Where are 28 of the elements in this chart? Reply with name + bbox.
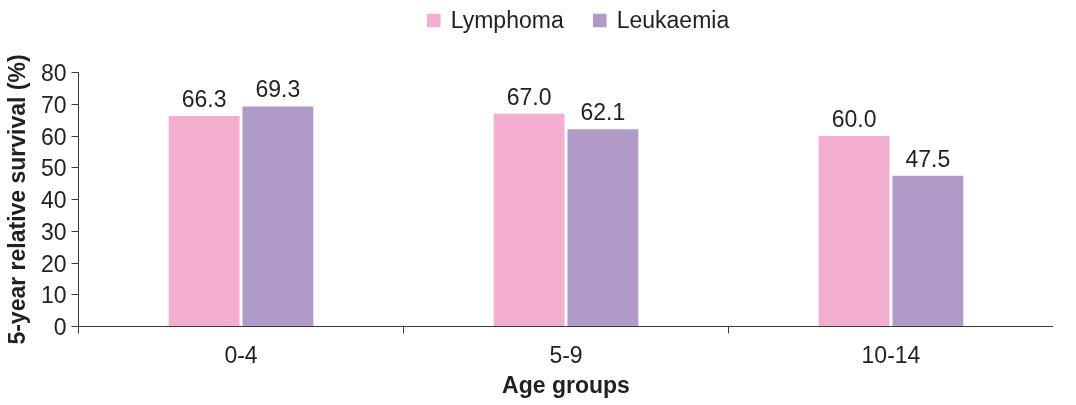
data-label: 62.1 xyxy=(580,99,626,126)
x-tick-label: 0-4 xyxy=(224,341,258,368)
data-label: 47.5 xyxy=(905,145,951,172)
legend-label: Lymphoma xyxy=(450,6,564,34)
data-label: 66.3 xyxy=(181,86,227,112)
x-axis-title: Age groups xyxy=(502,371,630,398)
bar xyxy=(242,106,314,327)
y-tick-label: 20 xyxy=(40,250,67,277)
data-label: 60.0 xyxy=(831,106,877,132)
y-tick-label: 50 xyxy=(40,155,67,182)
x-tick-label: 10-14 xyxy=(861,341,921,368)
y-tick-label: 0 xyxy=(53,314,67,340)
y-tick-label: 40 xyxy=(40,187,67,213)
y-axis-title: 5-year relative survival (%) xyxy=(3,54,30,345)
y-tick-label: 10 xyxy=(40,282,67,309)
y-tick-label: 60 xyxy=(40,123,67,150)
data-label: 69.3 xyxy=(255,76,301,103)
y-tick-label: 30 xyxy=(40,218,67,245)
y-tick-label: 80 xyxy=(40,60,67,86)
legend-label: Leukaemia xyxy=(616,6,730,34)
x-tick-label: 5-9 xyxy=(549,341,583,368)
bar xyxy=(892,175,964,327)
bar xyxy=(567,129,639,327)
bar xyxy=(168,116,240,327)
y-tick-label: 70 xyxy=(40,91,67,118)
data-label: 67.0 xyxy=(506,83,552,110)
bar xyxy=(818,136,890,327)
bar xyxy=(493,113,565,327)
